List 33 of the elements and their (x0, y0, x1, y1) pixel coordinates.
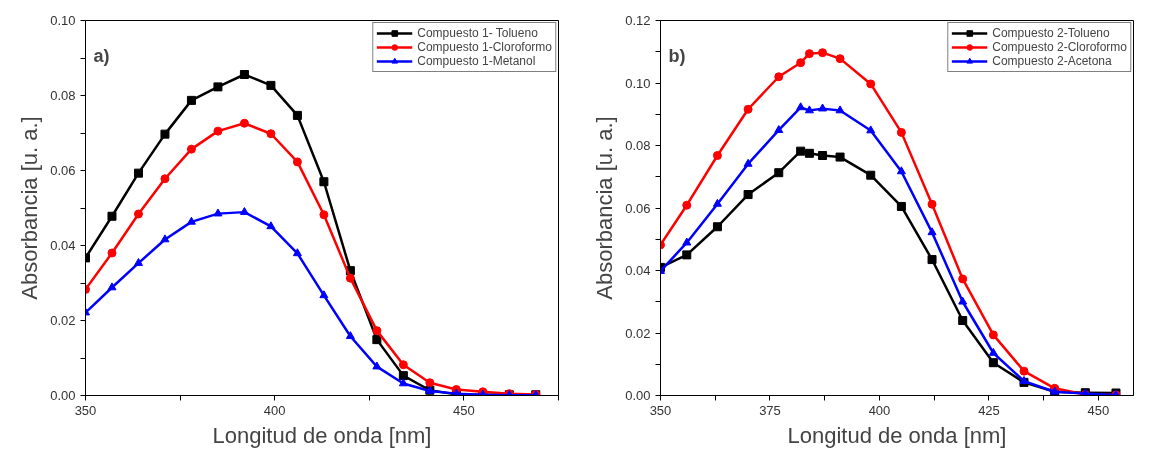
x-tick-label: 400 (868, 402, 891, 418)
x-tick-label: 350 (74, 402, 97, 418)
y-tick-label: 0.02 (50, 313, 76, 328)
y-tick-label: 0.02 (625, 325, 651, 341)
legend-label: Compuesto 1-Metanol (417, 54, 536, 68)
annotation: b) (668, 45, 686, 66)
y-axis-title: Absorbancia [u. a.] (17, 116, 43, 300)
legend-label: Compuesto 1- Tolueno (417, 26, 538, 40)
x-tick-label: 450 (1087, 402, 1110, 418)
y-tick-label: 0.10 (625, 75, 651, 91)
y-tick-label: 0.08 (50, 88, 76, 103)
y-tick-label: 0.00 (50, 388, 76, 403)
y-tick-label: 0.04 (625, 263, 651, 278)
legend-label: Compuesto 2-Tolueno (992, 26, 1110, 40)
legend-label: Compuesto 2-Acetona (992, 54, 1112, 68)
y-tick-label: 0.06 (50, 163, 76, 178)
y-tick-label: 0.10 (50, 13, 76, 28)
x-tick-label: 425 (978, 402, 1000, 418)
y-axis-title: Absorbancia [u. a.] (592, 116, 618, 300)
y-tick-label: 0.00 (625, 388, 651, 403)
legend-label: Compuesto 2-Cloroformo (992, 40, 1127, 54)
x-axis-title: Longitud de onda [nm] (787, 422, 1007, 448)
y-tick-label: 0.04 (50, 238, 76, 253)
annotation: a) (93, 45, 110, 66)
legend-label: Compuesto 1-Cloroformo (417, 40, 552, 54)
x-tick-label: 400 (263, 402, 286, 418)
x-tick-label: 450 (453, 402, 475, 418)
x-tick-label: 375 (759, 402, 781, 418)
x-axis-title: Longitud de onda [nm] (212, 422, 432, 448)
x-tick-label: 350 (649, 402, 672, 418)
y-tick-label: 0.08 (625, 138, 651, 153)
y-tick-label: 0.06 (625, 200, 651, 216)
y-tick-label: 0.12 (625, 13, 651, 28)
